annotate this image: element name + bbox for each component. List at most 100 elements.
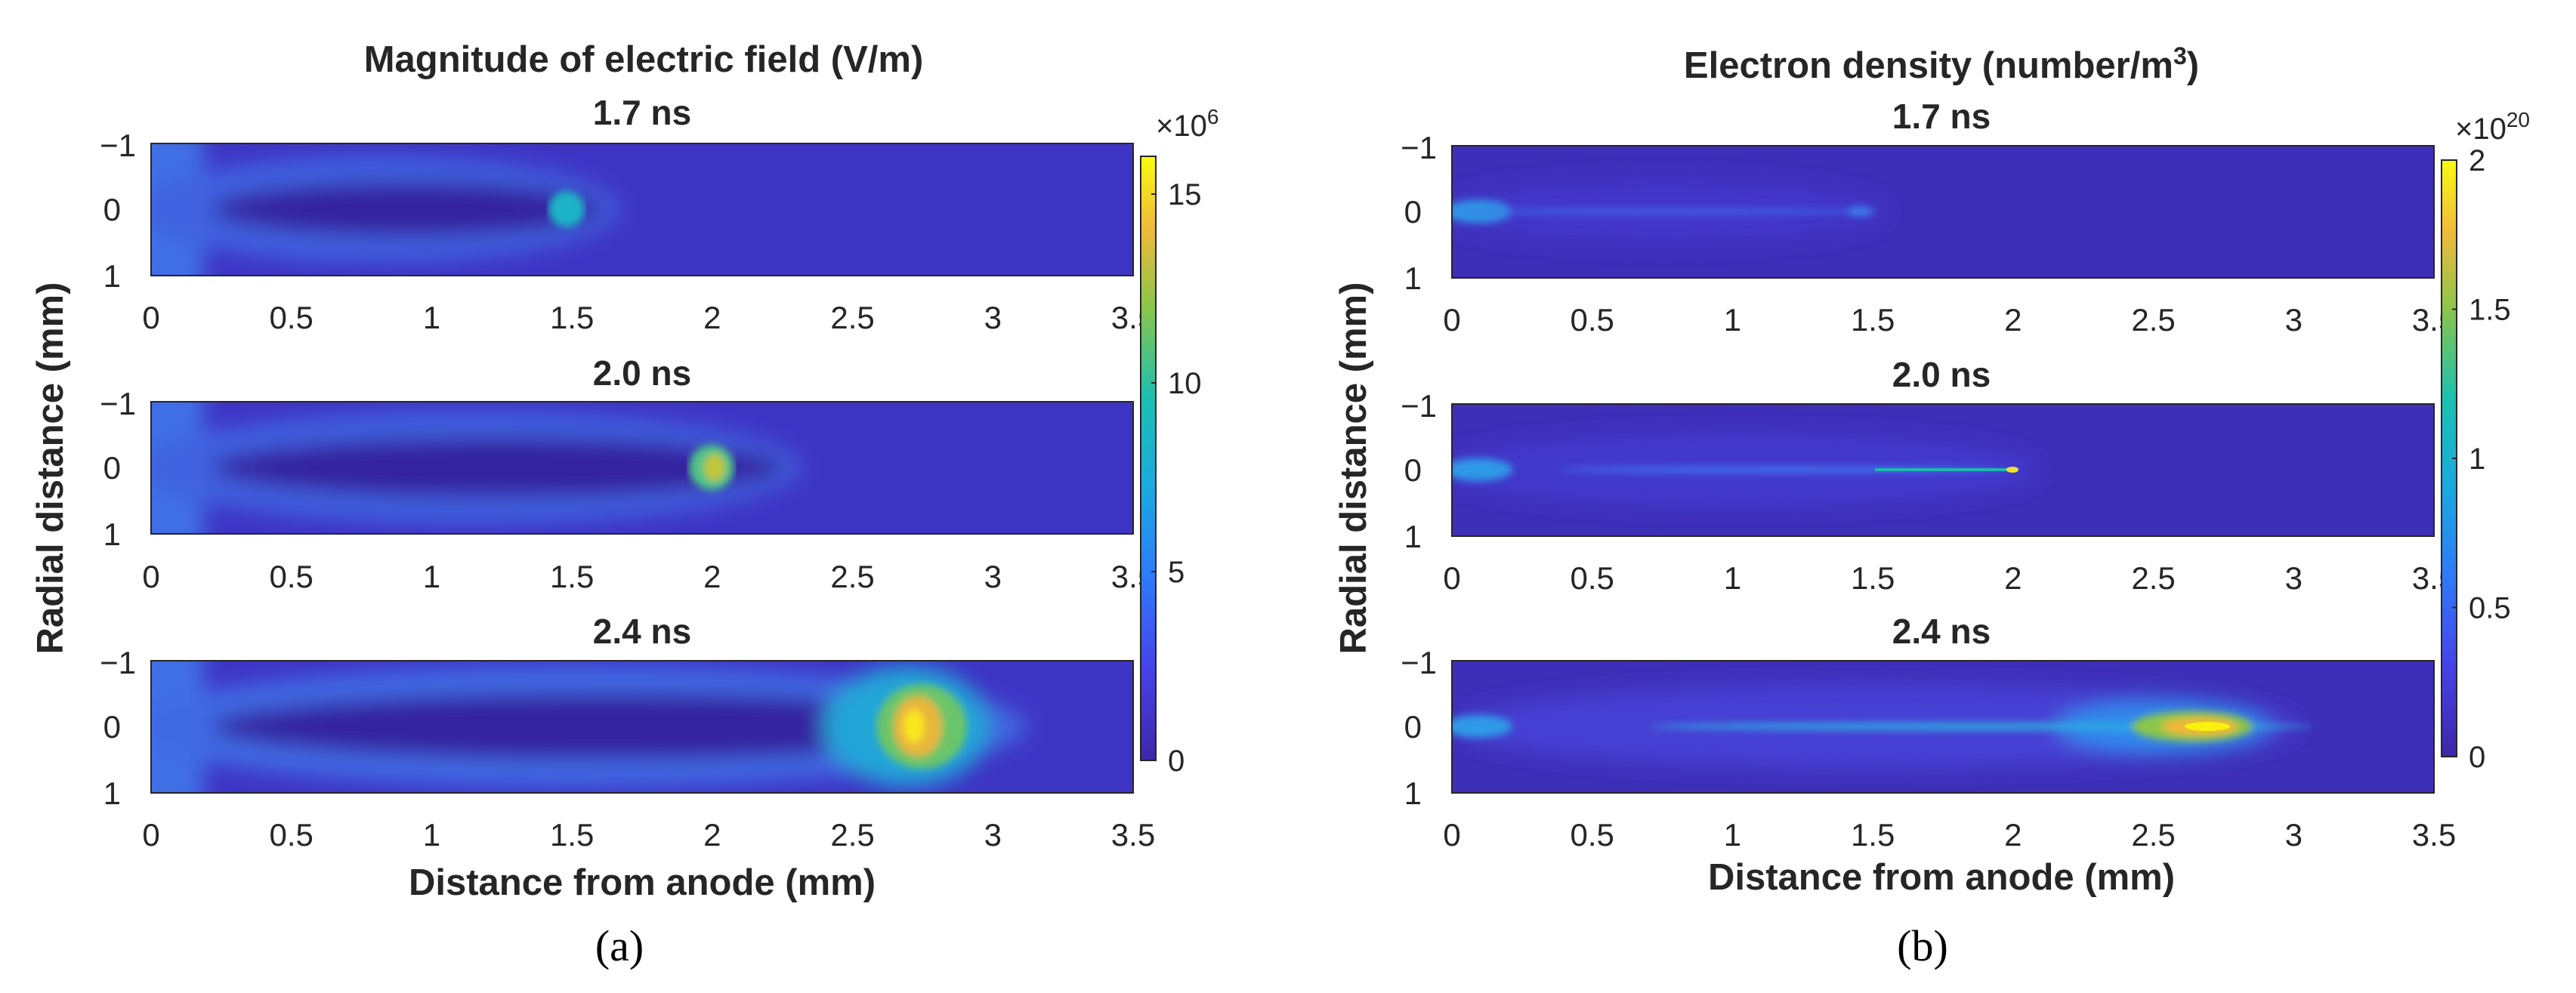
- chart-b-panel-2-frame: [1451, 403, 2435, 537]
- chart-a-panel-2-ytick-1: 1: [103, 517, 121, 552]
- caption-a: (a): [595, 921, 644, 970]
- chart-b-panel-1-head: [1846, 207, 1873, 216]
- chart-b-xtick-1.5: 1.5: [1851, 560, 1895, 596]
- chart-b-xtick-2.5: 2.5: [2131, 817, 2175, 853]
- chart-a-xtick-3.5: 3.5: [1111, 817, 1155, 853]
- chart-a-panel-2-ytick-neg1: −1: [100, 386, 136, 421]
- chart-b-panel-1-ytick-neg1: −1: [1401, 130, 1437, 165]
- chart-a-panel-2-ytick-0: 0: [103, 450, 121, 486]
- chart-b-xtick-1: 1: [1724, 302, 1741, 338]
- chart-b-colorbar: ×1020 0 0.5 1 1.5 2: [2441, 108, 2530, 774]
- chart-a-panel-1-label: 1.7 ns: [593, 93, 691, 132]
- chart-a-panel-3-head-core: [903, 710, 925, 743]
- chart-a-xlabel: Distance from anode (mm): [409, 862, 876, 903]
- chart-b-xtick-0: 0: [1443, 560, 1460, 596]
- chart-a-panel-1-ytick-0: 0: [103, 192, 121, 227]
- colorbar-tick-label: 0: [1168, 745, 1185, 778]
- chart-b-panel-2: 2.0 ns −1 0 1 0 0.5 1 1.5 2 2.5 3 3.5: [1401, 355, 2456, 596]
- chart-a-xtick-1.5: 1.5: [550, 559, 594, 594]
- chart-b-panel-3-head-core: [2185, 722, 2230, 731]
- chart-b-xtick-0.5: 0.5: [1571, 302, 1614, 338]
- chart-b-panel-2-label: 2.0 ns: [1892, 355, 1991, 394]
- chart-b-xtick-0: 0: [1443, 302, 1460, 338]
- chart-b-xtick-2.5: 2.5: [2131, 560, 2175, 596]
- chart-b-xtick-1: 1: [1724, 817, 1741, 853]
- chart-a-colorbar: ×106 0 5 10 15: [1140, 105, 1219, 778]
- chart-b-panel-1-label: 1.7 ns: [1892, 97, 1991, 136]
- chart-b-title: Electron density (number/m3): [1684, 42, 2199, 86]
- chart-a-xtick-1.5: 1.5: [550, 817, 594, 853]
- chart-b-xtick-3: 3: [2285, 817, 2303, 853]
- chart-b-panel-2-ytick-0: 0: [1404, 452, 1422, 488]
- chart-a-title: Magnitude of electric field (V/m): [364, 39, 924, 80]
- chart-b-xtick-3.5: 3.5: [2412, 817, 2456, 853]
- chart-a-panel-1-head: [548, 191, 585, 227]
- chart-b: Electron density (number/m3) 1.7 ns −1 0…: [1333, 42, 2530, 970]
- chart-b-panel-2-ytick-neg1: −1: [1401, 388, 1437, 424]
- chart-b-xtick-2.5: 2.5: [2131, 302, 2175, 338]
- chart-b-panel-1: 1.7 ns −1 0 1 0 0.5 1 1.5 2 2.5 3 3.5: [1401, 97, 2456, 338]
- colorbar-tick-label: 1: [2469, 443, 2485, 476]
- colorbar-tick-label: 2: [2469, 144, 2485, 177]
- chart-b-panel-3-anode-glow: [1452, 715, 1512, 738]
- chart-b-xtick-1: 1: [1724, 560, 1741, 596]
- chart-a-panel-1: 1.7 ns −1 0 1 0 0.5 1 1.5 2 2.5 3 3.5: [100, 93, 1155, 335]
- colorbar-tick-label: 5: [1168, 556, 1185, 589]
- chart-a-xtick-0.5: 0.5: [270, 817, 314, 853]
- chart-b-xtick-3: 3: [2285, 560, 2303, 596]
- chart-a-panel-3-ytick-neg1: −1: [100, 645, 136, 680]
- chart-a-panel-3-label: 2.4 ns: [593, 612, 691, 651]
- chart-b-panel-1-frame: [1451, 145, 2435, 279]
- chart-a-xtick-2.5: 2.5: [830, 300, 874, 335]
- chart-a-xtick-2: 2: [703, 559, 721, 594]
- chart-a-panel-2-label: 2.0 ns: [593, 353, 691, 393]
- chart-b-panel-1-ytick-0: 0: [1404, 194, 1422, 230]
- chart-a-xtick-2: 2: [703, 300, 721, 335]
- chart-b-ylabel: Radial distance (mm): [1333, 282, 1374, 655]
- chart-b-panel-2-anode-glow: [1452, 458, 1512, 481]
- chart-a-panel-2-head-core: [704, 454, 725, 481]
- chart-b-xtick-2: 2: [2004, 302, 2022, 338]
- colorbar-tick-label: 0.5: [2469, 592, 2511, 625]
- colorbar-tick-label: 15: [1168, 178, 1202, 211]
- chart-a-panel-3-frame: [150, 660, 1134, 794]
- chart-a-panel-2-frame: [150, 401, 1134, 535]
- chart-b-panel-2-filament: [1875, 468, 2011, 471]
- chart-a-panel-2: 2.0 ns −1 0 1 0 0.5 1 1.5 2 2.5 3 3.5: [100, 353, 1155, 594]
- chart-a-panel-3-ytick-0: 0: [103, 709, 121, 745]
- colorbar-tick-label: 0: [2469, 741, 2485, 774]
- chart-b-xtick-1.5: 1.5: [1851, 817, 1895, 853]
- chart-a: Magnitude of electric field (V/m) 1.7 ns…: [30, 39, 1219, 970]
- chart-a-xtick-0: 0: [142, 559, 159, 594]
- chart-a-colorbar-multiplier: ×106: [1156, 105, 1219, 143]
- chart-a-panel-1-ytick-1: 1: [103, 258, 121, 294]
- chart-a-xtick-1.5: 1.5: [550, 300, 594, 335]
- chart-b-colorbar-multiplier: ×1020: [2455, 108, 2530, 146]
- chart-a-xtick-1: 1: [423, 559, 440, 594]
- chart-a-panel-1-frame: [150, 143, 1134, 276]
- chart-a-panel-3-core: [212, 693, 997, 760]
- chart-b-xtick-2: 2: [2004, 560, 2022, 596]
- chart-a-panel-3: 2.4 ns −1 0 1 0 0.5 1 1.5 2 2.5 3 3.5: [100, 612, 1155, 853]
- chart-b-xlabel: Distance from anode (mm): [1708, 857, 2175, 898]
- chart-b-xtick-2: 2: [2004, 817, 2022, 853]
- chart-a-colorbar-gradient: [1140, 156, 1157, 761]
- chart-a-xtick-0: 0: [142, 300, 159, 335]
- chart-a-xtick-0: 0: [142, 817, 159, 853]
- chart-a-ylabel: Radial distance (mm): [30, 282, 71, 655]
- chart-a-xtick-2: 2: [703, 817, 721, 853]
- colorbar-tick-label: 10: [1168, 367, 1202, 400]
- chart-b-panel-3-ytick-neg1: −1: [1401, 645, 1437, 680]
- chart-b-panel-2-head: [2006, 467, 2018, 473]
- caption-b: (b): [1897, 921, 1948, 970]
- chart-a-panel-1-core: [212, 182, 604, 236]
- chart-a-panel-3-ytick-1: 1: [103, 776, 121, 811]
- chart-a-xtick-3: 3: [984, 300, 1002, 335]
- chart-b-xtick-0.5: 0.5: [1571, 817, 1614, 853]
- chart-a-panel-1-ytick-neg1: −1: [100, 128, 136, 163]
- chart-b-xtick-0: 0: [1443, 817, 1460, 853]
- colorbar-tick-label: 1.5: [2469, 294, 2511, 327]
- chart-b-panel-1-ytick-1: 1: [1404, 261, 1422, 296]
- chart-b-panel-2-ytick-1: 1: [1404, 519, 1422, 554]
